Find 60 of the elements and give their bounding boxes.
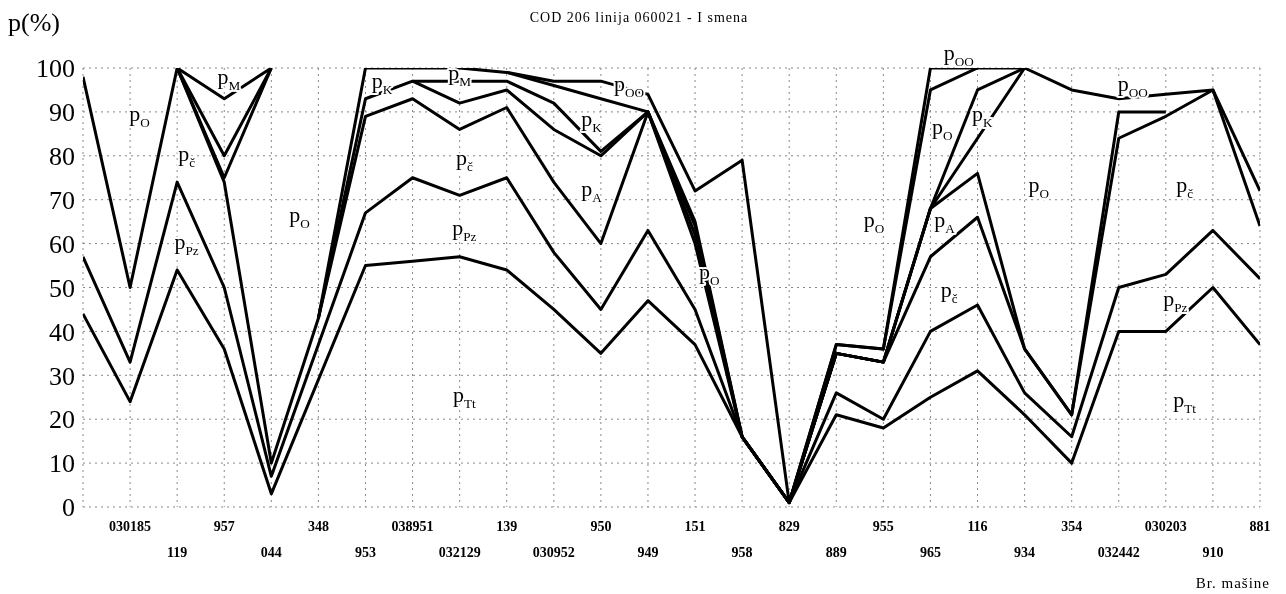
y-tick-label: 80 <box>49 142 75 172</box>
x-tick-label: 958 <box>731 545 753 560</box>
annotation: p$_{A}$ <box>934 206 956 236</box>
x-tick-label: 934 <box>1014 545 1036 560</box>
x-tick-label: 829 <box>778 519 800 534</box>
annotation: p$_{O}$ <box>863 206 885 236</box>
y-tick-label: 60 <box>49 229 75 259</box>
x-tick-label: 949 <box>637 545 659 560</box>
y-tick-label: 10 <box>49 449 75 479</box>
x-tick-label: 950 <box>590 519 612 534</box>
x-tick-label: 965 <box>919 545 941 560</box>
x-tick-label: 116 <box>967 519 988 534</box>
x-tick-label: 032129 <box>438 545 481 560</box>
y-axis-title: p(%) <box>8 8 60 38</box>
y-tick-label: 90 <box>49 98 75 128</box>
annotation: p$_{K}$ <box>371 68 393 97</box>
x-tick-label: 910 <box>1202 545 1224 560</box>
annotation: p$_{O}$ <box>931 114 953 143</box>
annotation: p$_{OO}$ <box>1117 70 1148 100</box>
annotation: p$_{Pz}$ <box>452 215 477 244</box>
annotation: p$_{M}$ <box>217 64 241 93</box>
x-tick-label: 032442 <box>1097 545 1140 560</box>
annotation: p$_{O}$ <box>129 101 150 130</box>
annotation: p$_{OO}$ <box>943 39 974 69</box>
x-tick-label: 119 <box>167 545 188 560</box>
x-axis-title: Br. mašine <box>1195 575 1270 592</box>
x-tick-label: 889 <box>825 545 847 560</box>
annotation: p$_{č}$ <box>178 140 196 170</box>
annotation: p$_{A}$ <box>581 175 603 205</box>
annotation: p$_{č}$ <box>1176 171 1194 201</box>
y-tick-label: 100 <box>36 54 75 84</box>
annotation: p$_{č}$ <box>940 276 958 306</box>
annotation: p$_{O}$ <box>1028 171 1049 201</box>
x-tick-label: 038951 <box>391 519 434 534</box>
y-tick-label: 70 <box>49 185 75 215</box>
annotation: p$_{O}$ <box>289 202 310 231</box>
x-tick-label: 030203 <box>1144 519 1187 534</box>
y-tick-label: 20 <box>49 405 75 435</box>
y-tick-label: 0 <box>62 493 75 523</box>
x-tick-label: 348 <box>307 519 329 534</box>
chart-title: COD 206 linija 060021 - I smena <box>529 10 749 25</box>
x-tick-label: 044 <box>260 545 282 560</box>
annotation: p$_{Pz}$ <box>1163 285 1188 315</box>
annotation: p$_{Tt}$ <box>452 382 477 411</box>
annotation: p$_{Pz}$ <box>174 228 199 258</box>
x-tick-label: 953 <box>354 545 376 560</box>
y-tick-label: 30 <box>49 361 75 391</box>
x-tick-label: 955 <box>872 519 894 534</box>
x-tick-label: 957 <box>213 519 235 534</box>
y-tick-label: 50 <box>49 273 75 303</box>
x-tick-label: 881 <box>1249 519 1271 534</box>
annotation: p$_{K}$ <box>581 105 603 135</box>
y-tick-label: 40 <box>49 317 75 347</box>
annotation: p$_{č}$ <box>455 145 473 174</box>
x-tick-label: 151 <box>684 519 706 534</box>
annotation: p$_{Tt}$ <box>1173 386 1197 416</box>
x-tick-label: 139 <box>496 519 518 534</box>
x-tick-label: 030952 <box>532 545 575 560</box>
x-tick-label: 030185 <box>109 519 152 534</box>
x-tick-label: 354 <box>1061 519 1083 534</box>
